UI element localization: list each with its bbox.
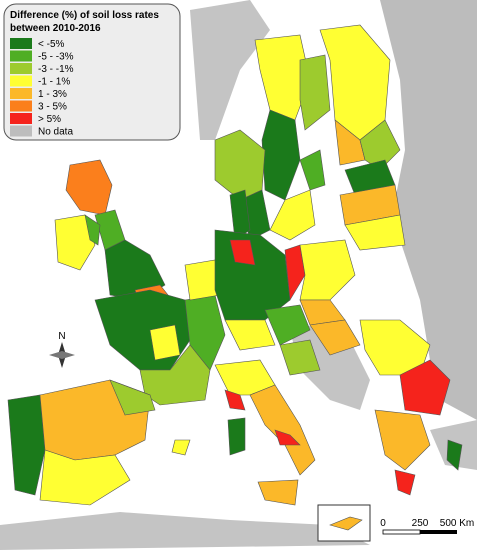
region (359, 119, 401, 171)
legend-label: < -5% (38, 39, 65, 50)
legend-label: 3 - 5% (38, 102, 67, 113)
east-land (380, 0, 477, 420)
region (224, 389, 246, 411)
legend-swatch (10, 113, 32, 124)
legend-swatch (10, 125, 32, 137)
scale-label: 500 Km (440, 518, 474, 529)
region (229, 239, 256, 266)
legend-box (3, 3, 181, 141)
region (229, 189, 251, 241)
legend-swatch (10, 88, 32, 99)
region (54, 214, 96, 271)
region (299, 54, 331, 131)
compass-label: N (58, 331, 65, 342)
legend-label: -3 - -1% (38, 64, 74, 75)
region (224, 319, 276, 351)
region (344, 214, 406, 251)
region (264, 304, 311, 346)
legend-swatch (10, 100, 32, 112)
region (269, 189, 316, 241)
region (149, 324, 181, 361)
region (274, 429, 301, 446)
region (104, 239, 166, 301)
region (171, 439, 191, 456)
region (84, 214, 101, 246)
north-africa (0, 512, 370, 550)
region (279, 339, 321, 376)
region (7, 394, 46, 496)
compass: N (49, 331, 75, 368)
region (446, 439, 463, 471)
region (394, 469, 416, 496)
region (257, 479, 299, 506)
legend-swatch (10, 63, 32, 74)
legend-swatch (10, 50, 32, 62)
scale-label: 250 (412, 518, 429, 529)
scale-label: 0 (380, 518, 386, 529)
region (309, 319, 361, 356)
legend-label: 1 - 3% (38, 89, 67, 100)
cyprus (329, 516, 363, 531)
region (399, 359, 451, 416)
norway-north (190, 0, 270, 140)
region (227, 417, 246, 456)
region (374, 409, 431, 471)
legend-title: Difference (%) of soil loss rates between… (10, 10, 159, 34)
region (249, 384, 316, 476)
legend-swatch (10, 75, 32, 87)
region (299, 149, 326, 191)
legend-label: -5 - -3% (38, 52, 74, 63)
region (109, 379, 156, 416)
scale-bar: 0 250 500 Km (380, 518, 474, 535)
legend-swatch (10, 38, 32, 49)
region (39, 449, 131, 506)
legend-label: No data (38, 127, 73, 138)
legend: Difference (%) of soil loss rates between… (3, 3, 181, 141)
legend-label: -1 - 1% (38, 77, 70, 88)
legend-label: > 5% (38, 114, 61, 125)
regions (7, 24, 463, 506)
